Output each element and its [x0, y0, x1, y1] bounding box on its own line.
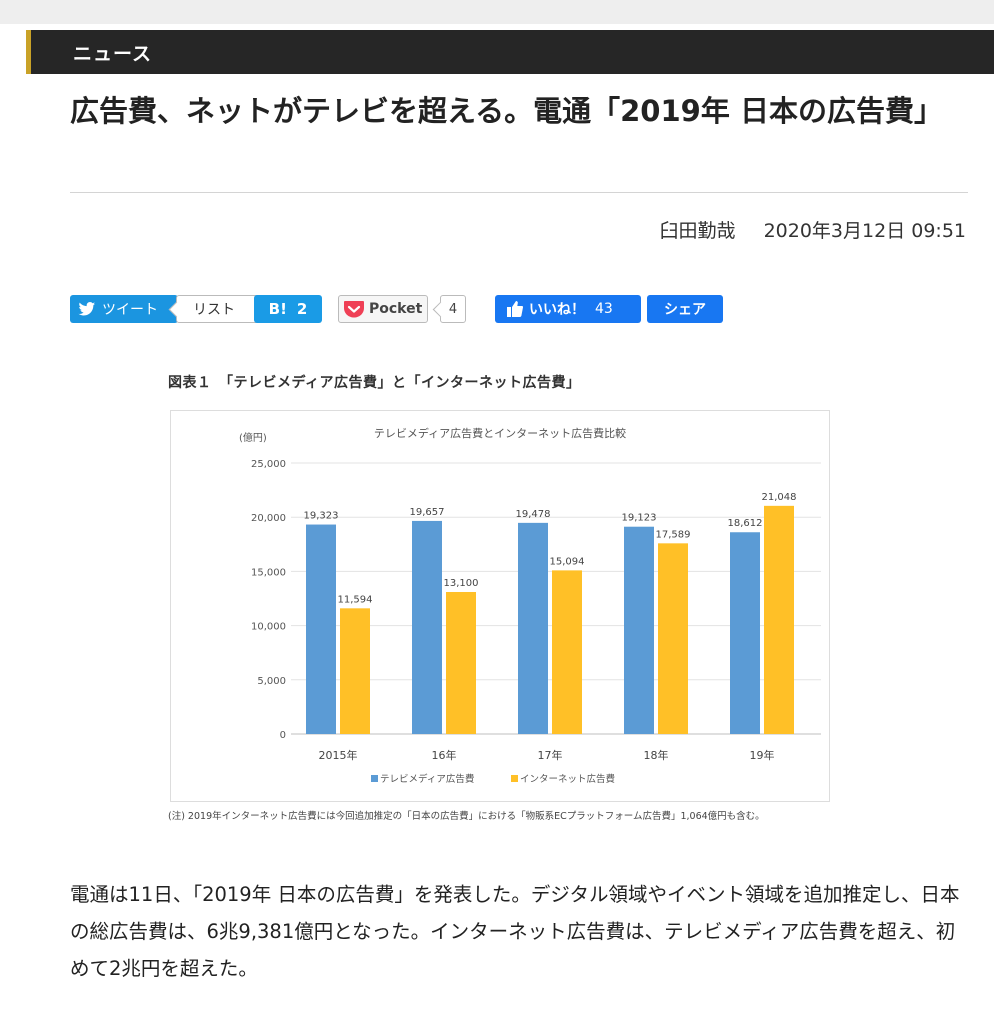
bar	[624, 526, 654, 734]
hatena-icon: B!	[268, 300, 287, 318]
section-header: ニュース	[26, 30, 994, 74]
bar	[306, 524, 336, 734]
pocket-label: Pocket	[369, 301, 423, 317]
section-label: ニュース	[73, 43, 153, 65]
figure-caption: 図表１ 「テレビメディア広告費」と「インターネット広告費」	[168, 375, 581, 391]
legend-label: インターネット広告費	[520, 773, 615, 785]
chart-title: テレビメディア広告費とインターネット広告費比較	[374, 426, 626, 440]
like-count: 43	[595, 301, 613, 317]
data-label: 15,094	[550, 556, 585, 567]
author-name[interactable]: 臼田勤哉	[659, 220, 736, 242]
data-label: 18,612	[728, 518, 763, 529]
y-tick-label: 5,000	[257, 676, 286, 687]
y-tick-label: 20,000	[251, 513, 286, 524]
data-label: 11,594	[338, 594, 373, 605]
legend-swatch	[371, 775, 378, 782]
x-tick-label: 17年	[538, 748, 563, 762]
data-label: 19,478	[516, 509, 551, 520]
y-axis-label: (億円)	[239, 431, 267, 444]
bar	[412, 520, 442, 734]
y-tick-label: 25,000	[251, 459, 286, 470]
y-tick-label: 15,000	[251, 567, 286, 578]
publish-datetime: 2020年3月12日 09:51	[763, 220, 966, 242]
article-headline: 広告費、ネットがテレビを超える。電通「2019年 日本の広告費」	[70, 94, 943, 128]
bar	[552, 570, 582, 734]
twitter-bird-icon	[78, 302, 96, 316]
bar	[730, 532, 760, 734]
pocket-count: 4	[440, 295, 466, 323]
list-label: リスト	[193, 302, 235, 318]
facebook-share-button[interactable]: シェア	[647, 295, 723, 323]
data-label: 17,589	[656, 529, 691, 540]
thumbs-up-icon	[507, 301, 523, 317]
facebook-like-button[interactable]: いいね！ 43	[495, 295, 641, 323]
y-tick-label: 0	[280, 730, 286, 741]
bar-chart: テレビメディア広告費とインターネット広告費比較 (億円) 0 5,000 10,000 1…	[239, 426, 821, 785]
bar	[446, 591, 476, 734]
like-label: いいね！	[529, 302, 585, 318]
x-tick-label: 2015年	[319, 748, 358, 762]
pocket-icon	[344, 301, 364, 318]
legend-label: テレビメディア広告費	[380, 773, 474, 785]
pocket-button[interactable]: Pocket	[338, 295, 428, 323]
bar	[658, 543, 688, 734]
byline: 臼田勤哉 2020年3月12日 09:51	[660, 216, 966, 243]
x-tick-label: 16年	[432, 748, 457, 762]
data-label: 21,048	[762, 492, 797, 503]
legend-swatch	[511, 775, 518, 782]
hatena-count: 2	[296, 300, 308, 318]
article-paragraph: 電通は11日、「2019年 日本の広告費」を発表した。デジタル領域やイベント領域…	[70, 883, 960, 980]
bar	[764, 505, 794, 734]
figure-note: (注) 2019年インターネット広告費には今回追加推定の「日本の広告費」における…	[168, 811, 765, 822]
top-strip	[0, 0, 994, 24]
tweet-label: ツイート	[102, 302, 158, 318]
tweet-button[interactable]: ツイート	[70, 295, 178, 323]
x-tick-label: 18年	[644, 748, 669, 762]
data-label: 13,100	[444, 578, 479, 589]
data-label: 19,123	[622, 513, 657, 524]
bar	[340, 608, 370, 734]
data-label: 19,657	[410, 507, 445, 518]
bar	[518, 522, 548, 734]
data-label: 19,323	[304, 511, 339, 522]
y-tick-label: 10,000	[251, 622, 286, 633]
x-tick-label: 19年	[750, 748, 775, 762]
headline-divider	[70, 192, 968, 193]
chart-container: テレビメディア広告費とインターネット広告費比較 (億円) 0 5,000 10,000 1…	[170, 410, 830, 802]
hatena-bookmark-button[interactable]: B! 2	[254, 295, 322, 323]
